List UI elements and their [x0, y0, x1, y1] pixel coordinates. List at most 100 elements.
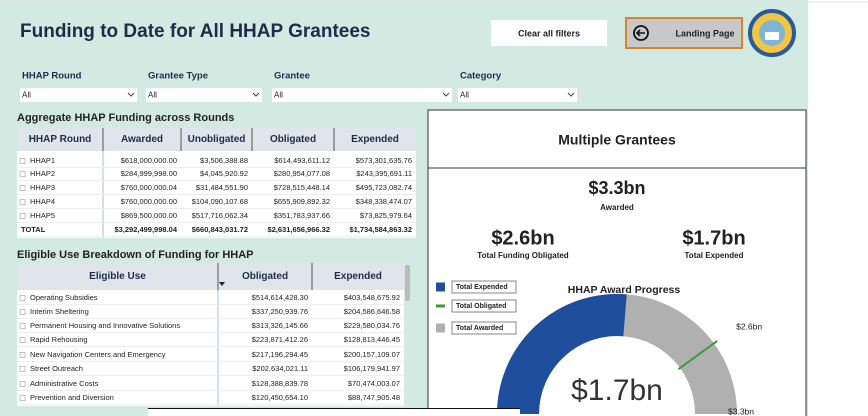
- dropdown-value: All: [460, 91, 469, 100]
- dropdown-chevron: [252, 92, 260, 97]
- legend-swatch: [436, 282, 445, 292]
- table-cell: $128,813,446.45: [344, 335, 400, 344]
- table-cell: $3,506,388.88: [200, 156, 248, 165]
- expand-icon: [19, 295, 26, 301]
- kpi-label: Total Expended: [685, 251, 744, 260]
- expand-icon: [19, 213, 26, 219]
- clear-filters-button[interactable]: Clear all filters: [491, 20, 607, 46]
- table-cell: $869,500,000.00: [121, 211, 177, 220]
- dropdown-chevron: [442, 92, 450, 97]
- column-header: Expended: [334, 271, 382, 282]
- table-cell: Street Outreach: [30, 364, 83, 373]
- table-cell: HHAP5: [30, 211, 55, 220]
- expand-icon: [19, 337, 26, 343]
- table-cell: HHAP4: [30, 197, 55, 206]
- table-title: Eligible Use Breakdown of Funding for HH…: [17, 249, 254, 261]
- table-cell: TOTAL: [21, 225, 46, 234]
- button-box: [491, 20, 607, 46]
- table-cell: $223,871,412.26: [252, 335, 308, 344]
- table-cell: $655,909,892.32: [274, 197, 330, 206]
- scrollbar: [405, 265, 410, 301]
- gauge-target: [677, 340, 718, 371]
- expand-icon: [19, 352, 26, 358]
- table-cell: HHAP3: [30, 183, 55, 192]
- table-cell: $31,484,551.90: [196, 183, 248, 192]
- column-header: Obligated: [242, 271, 288, 282]
- table-cell: Prevention and Diversion: [30, 393, 114, 402]
- dropdown-value: All: [274, 91, 283, 100]
- filter-dropdown[interactable]: All: [458, 88, 577, 102]
- kpi-value: $2.6bn: [491, 227, 554, 249]
- table-cell: $348,338,474.07: [356, 197, 412, 206]
- table-cell: Permanent Housing and Innovative Solutio…: [30, 321, 180, 330]
- table-cell: $760,000,000.00: [121, 197, 177, 206]
- table-cell: $229,580,034.76: [344, 321, 400, 330]
- table-cell: $104,090,107.68: [192, 197, 248, 206]
- legend-label: Total Awarded: [456, 325, 503, 332]
- table-cell: $403,548,675.92: [344, 293, 400, 302]
- table-cell: $204,586,646.58: [344, 307, 400, 316]
- expand-icon: [19, 199, 26, 205]
- filter-label: Category: [460, 71, 502, 82]
- table-cell: $70,474,003.07: [348, 379, 400, 388]
- table-cell: $351,783,937.66: [274, 211, 330, 220]
- legend-swatch: [436, 304, 445, 308]
- legend-label: Total Expended: [456, 284, 508, 291]
- table-cell: $284,999,998.00: [121, 169, 177, 178]
- table-cell: New Navigation Centers and Emergency: [30, 350, 166, 359]
- table-cell: Operating Subsidies: [30, 293, 98, 302]
- dropdown-box: [272, 88, 452, 102]
- table-cell: $243,395,691.11: [356, 169, 412, 178]
- legend-box: [451, 321, 517, 335]
- gauge-title: HHAP Award Progress: [568, 284, 681, 296]
- kpi-value: $3.3bn: [588, 178, 645, 198]
- filter-label: Grantee: [274, 71, 310, 82]
- filter-dropdown[interactable]: All: [272, 88, 452, 102]
- dropdown-box: [20, 88, 137, 102]
- kpi-value: $1.7bn: [682, 227, 745, 249]
- table-cell: $313,326,145.66: [252, 321, 308, 330]
- expand-icon: [19, 171, 26, 177]
- panel-title: Multiple Grantees: [558, 132, 676, 148]
- table-cell: $202,634,021.11: [252, 364, 308, 373]
- table-cell: $614,493,611.12: [274, 156, 330, 165]
- table-cell: $3,292,499,998.04: [114, 225, 177, 234]
- table-cell: $517,716,062.34: [192, 211, 248, 220]
- legend-label: Total Obligated: [456, 303, 506, 310]
- dropdown-chevron: [567, 92, 575, 97]
- table-cell: $88,747,905.48: [348, 393, 400, 402]
- table-cell: $660,843,031.72: [192, 225, 248, 234]
- table-cell: $337,250,939.76: [252, 307, 308, 316]
- back-icon: [633, 25, 649, 41]
- table-cell: Administrative Costs: [30, 379, 99, 388]
- table-cell: $128,388,839.78: [252, 379, 308, 388]
- expand-icon: [19, 185, 26, 191]
- landing-page-button[interactable]: Landing Page: [625, 17, 743, 49]
- expand-icon: [19, 366, 26, 372]
- table-cell: $760,000,000.04: [121, 183, 177, 192]
- expand-icon: [19, 158, 26, 164]
- expand-icon: [19, 381, 26, 387]
- page-title: Funding to Date for All HHAP Grantees: [20, 21, 370, 42]
- table-cell: $514,614,428.30: [252, 293, 308, 302]
- column-header: Unobligated: [188, 134, 246, 145]
- dropdown-chevron: [127, 92, 135, 97]
- table-cell: $217,196,294.45: [252, 350, 308, 359]
- logo-house: [765, 32, 779, 40]
- filter-dropdown[interactable]: All: [146, 88, 262, 102]
- expand-icon: [19, 323, 26, 329]
- filter-label: Grantee Type: [148, 71, 208, 82]
- table-cell: $120,450,654.10: [252, 393, 308, 402]
- dropdown-box: [146, 88, 262, 102]
- expand-icon: [19, 395, 26, 401]
- table-cell: $618,000,000.00: [121, 156, 177, 165]
- target-label: $2.6bn: [736, 322, 762, 332]
- logo: [748, 9, 796, 57]
- kpi-label: Total Funding Obligated: [477, 251, 569, 260]
- filter-dropdown[interactable]: All: [20, 88, 137, 102]
- legend-box: [451, 280, 517, 294]
- table-cell: $2,631,656,966.32: [267, 225, 330, 234]
- summary-panel: [427, 109, 807, 416]
- column-header: Obligated: [270, 134, 316, 145]
